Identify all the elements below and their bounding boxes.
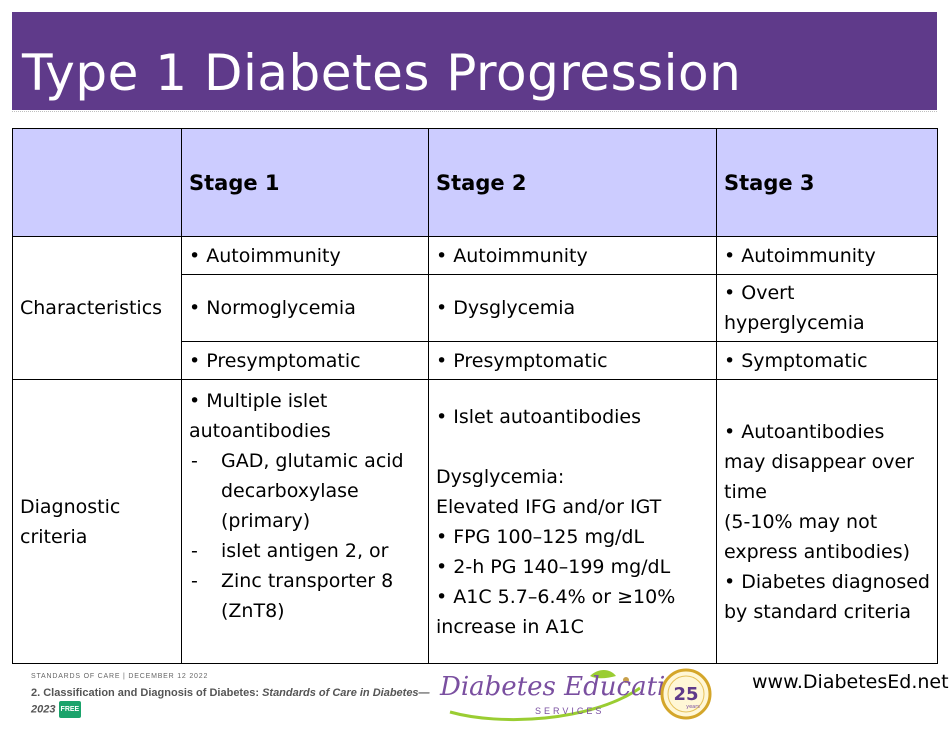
badge-years: years	[686, 704, 700, 710]
stage-2-line: • 2-h PG 140–199 mg/dL	[436, 555, 671, 578]
citation-block: STANDARDS OF CARE | DECEMBER 12 2022 2. …	[31, 673, 431, 718]
table-cell: • Autoimmunity	[716, 236, 938, 275]
free-badge: FREE	[58, 701, 82, 718]
table-cell: • Dysglycemia	[428, 274, 717, 342]
stage-3-line: (5-10% may not express antibodies)	[724, 510, 911, 563]
dash-marker: -	[191, 540, 198, 562]
stage-3-line: • Autoantibodies may disappear over time	[724, 420, 914, 503]
diabetes-education-logo: Diabetes Education SERVICES	[440, 668, 698, 724]
badge-ring-icon: 25 years	[660, 668, 712, 720]
title-divider	[12, 111, 937, 112]
stage-2-line: • FPG 100–125 mg/dL	[436, 525, 645, 548]
table-row: Characteristics • Autoimmunity • Autoimm…	[12, 236, 938, 380]
logo-swoosh-icon	[449, 670, 641, 722]
citation-title: 2. Classification and Diagnosis of Diabe…	[31, 687, 263, 699]
stage-3-line: • Diabetes diagnosed by standard criteri…	[724, 570, 930, 623]
diagnostic-stage-1: • Multiple islet autoantibodies - GAD, gl…	[181, 379, 429, 664]
website-url: www.DiabetesEd.net	[752, 671, 949, 693]
table-cell: • Autoimmunity	[181, 236, 429, 275]
dash-marker: -	[191, 570, 198, 592]
stage-2-line: Elevated IFG and/or IGT	[436, 495, 662, 518]
list-item: - Zinc transporter 8 (ZnT8)	[189, 566, 421, 626]
diagnostic-stage-2: • Islet autoantibodies Dysglycemia: Elev…	[428, 379, 717, 664]
header-stage-2: Stage 2	[428, 128, 717, 237]
citation-header: STANDARDS OF CARE | DECEMBER 12 2022	[31, 673, 209, 680]
table-row: • Presymptomatic • Presymptomatic • Symp…	[13, 341, 938, 380]
diagnostic-stage-3: • Autoantibodies may disappear over time…	[716, 379, 938, 664]
list-item-text: islet antigen 2, or	[221, 540, 389, 562]
table-cell: • Overt hyperglycemia	[716, 274, 938, 342]
citation-journal: Standards of Care in Diabetes—2023	[31, 687, 430, 716]
table-cell: • Autoimmunity	[428, 236, 717, 275]
dash-marker: -	[191, 450, 198, 472]
logo-wordmark: Diabetes Education	[440, 672, 698, 702]
row-header-diagnostic: Diagnostic criteria	[12, 379, 182, 664]
stage-2-lead: • Islet autoantibodies	[436, 405, 641, 428]
stage-2-line: Dysglycemia:	[436, 465, 565, 488]
row-header-characteristics: Characteristics	[12, 236, 182, 380]
list-item: - islet antigen 2, or	[189, 536, 421, 566]
page-title: Type 1 Diabetes Progression	[22, 44, 742, 102]
title-bar: Type 1 Diabetes Progression	[12, 12, 937, 110]
stage-1-lead: • Multiple islet autoantibodies	[189, 390, 331, 442]
header-stage-1: Stage 1	[181, 128, 429, 237]
stage-table: Stage 1 Stage 2 Stage 3 Characteristics …	[12, 128, 938, 664]
list-item-text: GAD, glutamic acid decarboxylase (primar…	[221, 450, 404, 532]
anniversary-badge-icon: 25 years	[660, 668, 712, 720]
header-row: Stage 1 Stage 2 Stage 3	[12, 128, 938, 237]
table-cell: • Presymptomatic	[428, 341, 717, 380]
table-cell: • Symptomatic	[716, 341, 938, 380]
header-corner	[12, 128, 182, 237]
table-row: Diagnostic criteria • Multiple islet aut…	[12, 379, 938, 664]
stage-2-line: • A1C 5.7–6.4% or ≥10% increase in A1C	[436, 585, 676, 638]
header-stage-3: Stage 3	[716, 128, 938, 237]
badge-number: 25	[673, 684, 698, 705]
table-cell: • Normoglycemia	[181, 274, 429, 342]
stage-1-sublist: - GAD, glutamic acid decarboxylase (prima…	[189, 446, 421, 626]
list-item-text: Zinc transporter 8 (ZnT8)	[221, 570, 394, 622]
list-item: - GAD, glutamic acid decarboxylase (prima…	[189, 446, 421, 536]
table-cell: • Presymptomatic	[181, 341, 429, 380]
spacer	[436, 432, 709, 462]
logo-subtitle: SERVICES	[535, 706, 605, 716]
table-row: • Normoglycemia • Dysglycemia • Overt hy…	[13, 274, 938, 342]
citation-reference: 2. Classification and Diagnosis of Diabe…	[31, 686, 431, 718]
